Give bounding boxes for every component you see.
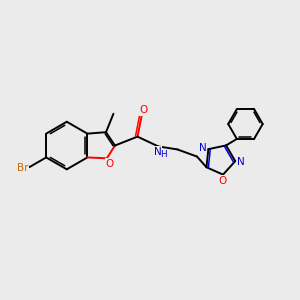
- Text: O: O: [139, 106, 147, 116]
- Text: N: N: [237, 157, 245, 167]
- Text: O: O: [105, 159, 113, 169]
- Text: N: N: [199, 143, 207, 153]
- Text: N: N: [154, 147, 162, 157]
- Text: O: O: [218, 176, 226, 186]
- Text: Br: Br: [17, 163, 29, 173]
- Text: H: H: [160, 150, 167, 159]
